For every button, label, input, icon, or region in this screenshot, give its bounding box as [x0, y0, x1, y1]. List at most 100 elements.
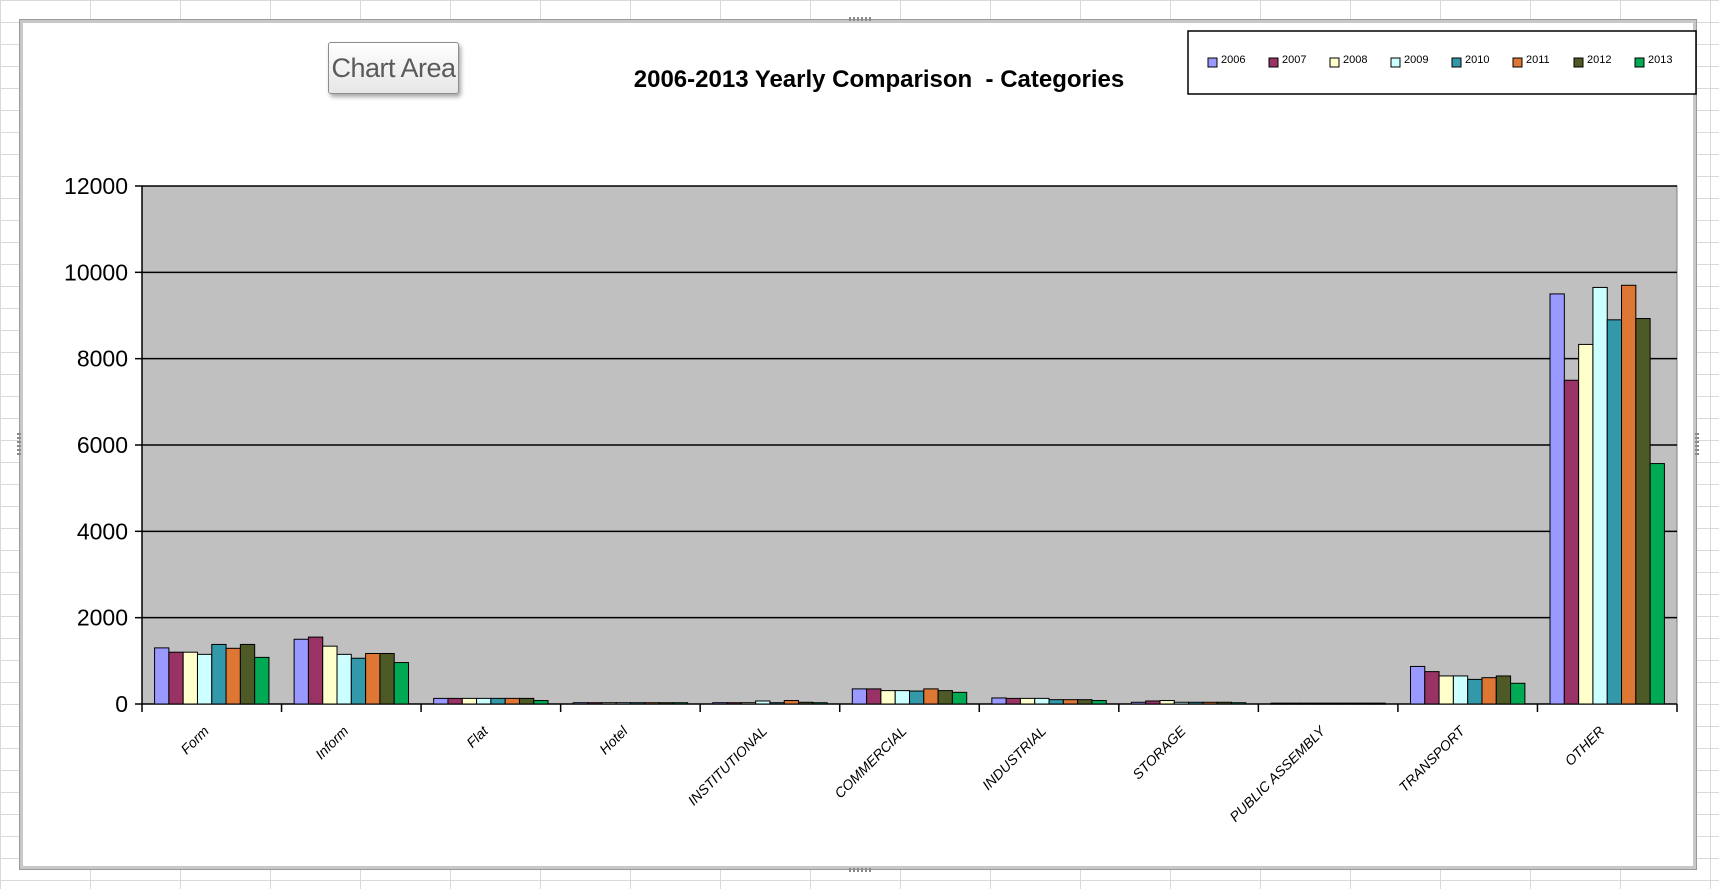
x-tick-label: COMMERCIAL	[831, 723, 909, 801]
bar-2010	[350, 657, 367, 705]
bar-2013	[812, 702, 828, 705]
bar-2008	[740, 702, 757, 705]
bar-2009	[476, 697, 492, 705]
bar-2013	[1091, 700, 1107, 705]
bar-2012	[937, 690, 953, 705]
bar-2011	[1341, 702, 1358, 705]
x-tick-label: Hotel	[596, 722, 631, 757]
bar-2011	[783, 700, 800, 705]
bar-2008	[182, 651, 198, 705]
bar-2012	[379, 652, 395, 705]
bar-2009	[755, 700, 771, 705]
bar-2009	[615, 702, 631, 705]
bar-2012	[1356, 702, 1372, 705]
bar-2008	[1578, 343, 1594, 705]
resize-handle-left-icon[interactable]	[17, 433, 21, 455]
resize-handle-bottom-icon[interactable]	[849, 868, 871, 872]
bar-2011	[923, 688, 939, 705]
bar-2008	[601, 702, 617, 705]
bar-2008	[1159, 700, 1175, 705]
bar-2009	[1592, 286, 1608, 705]
bar-2012	[658, 702, 674, 705]
legend	[1187, 30, 1697, 95]
resize-handle-top-icon[interactable]	[849, 17, 871, 21]
bar-2012	[798, 701, 814, 705]
legend-label-2006: 2006	[1221, 54, 1245, 66]
bar-2013	[951, 691, 968, 705]
bar-2012	[1495, 675, 1512, 705]
legend-label-2010: 2010	[1465, 54, 1489, 66]
legend-swatch-2010	[1451, 57, 1462, 68]
y-tick-label: 10000	[64, 259, 128, 285]
bar-2008	[1019, 697, 1036, 705]
legend-label-2011: 2011	[1526, 54, 1550, 66]
legend-swatch-2009	[1390, 57, 1401, 68]
bar-2013	[254, 656, 270, 705]
bar-2007	[1005, 697, 1021, 705]
y-tick-label: 6000	[77, 432, 128, 458]
x-tick-label: INSTITUTIONAL	[685, 723, 771, 809]
x-tick-label: INDUSTRIAL	[979, 723, 1049, 793]
bar-2006	[851, 688, 868, 705]
y-tick-label: 8000	[77, 346, 128, 372]
bar-2013	[672, 702, 689, 705]
bar-2008	[880, 690, 896, 705]
bar-2010	[629, 702, 646, 705]
legend-swatch-2007	[1268, 57, 1279, 68]
legend-swatch-2008	[1329, 57, 1340, 68]
bar-2011	[1481, 677, 1497, 705]
bar-2007	[447, 697, 463, 705]
bar-2009	[1313, 702, 1329, 705]
bar-2006	[1130, 701, 1147, 705]
bar-2007	[168, 651, 184, 705]
bar-2009	[894, 690, 911, 705]
chart-area-tooltip: Chart Area	[328, 42, 459, 94]
bar-2011	[365, 652, 381, 705]
y-tick-label: 12000	[64, 173, 128, 199]
bar-2006	[712, 702, 728, 705]
legend-label-2007: 2007	[1282, 54, 1306, 66]
x-tick-label: Inform	[312, 723, 352, 763]
bar-2012	[1216, 701, 1232, 705]
bar-2006	[1270, 702, 1286, 705]
bar-2007	[1424, 671, 1440, 705]
bar-2007	[1145, 700, 1161, 705]
legend-label-2009: 2009	[1404, 54, 1428, 66]
bar-2006	[991, 697, 1007, 705]
bar-2012	[1635, 318, 1651, 705]
legend-label-2012: 2012	[1587, 54, 1611, 66]
bar-2010	[490, 697, 506, 705]
bar-2012	[239, 643, 256, 705]
chart-title: 2006-2013 Yearly Comparison - Categories	[634, 66, 1124, 93]
bar-2010	[1188, 701, 1204, 705]
bar-2006	[154, 647, 170, 705]
bar-2009	[336, 653, 352, 705]
bar-2009	[1452, 675, 1469, 705]
bar-2006	[1549, 293, 1565, 705]
bar-2013	[1370, 702, 1386, 705]
bar-2011	[1202, 701, 1218, 705]
y-tick-label: 4000	[77, 518, 128, 544]
bar-2010	[1048, 699, 1064, 705]
bar-2007	[1284, 702, 1301, 705]
bar-2011	[504, 697, 520, 705]
bar-2009	[1034, 697, 1050, 705]
bar-2013	[533, 700, 549, 705]
bar-2006	[433, 697, 449, 705]
bar-2007	[866, 688, 882, 705]
legend-label-2008: 2008	[1343, 54, 1367, 66]
x-tick-label: PUBLIC ASSEMBLY	[1226, 722, 1329, 825]
resize-handle-right-icon[interactable]	[1695, 433, 1699, 455]
x-tick-label: Flat	[463, 722, 492, 751]
bar-2010	[1606, 319, 1623, 705]
x-tick-label: STORAGE	[1129, 722, 1189, 782]
bar-2006	[572, 702, 589, 705]
bar-2012	[1077, 699, 1093, 705]
bar-2008	[461, 697, 478, 705]
bar-2011	[1621, 284, 1637, 705]
bar-2010	[1327, 702, 1343, 705]
legend-swatch-2012	[1573, 57, 1584, 68]
bar-2007	[587, 702, 603, 705]
legend-swatch-2011	[1512, 57, 1523, 68]
